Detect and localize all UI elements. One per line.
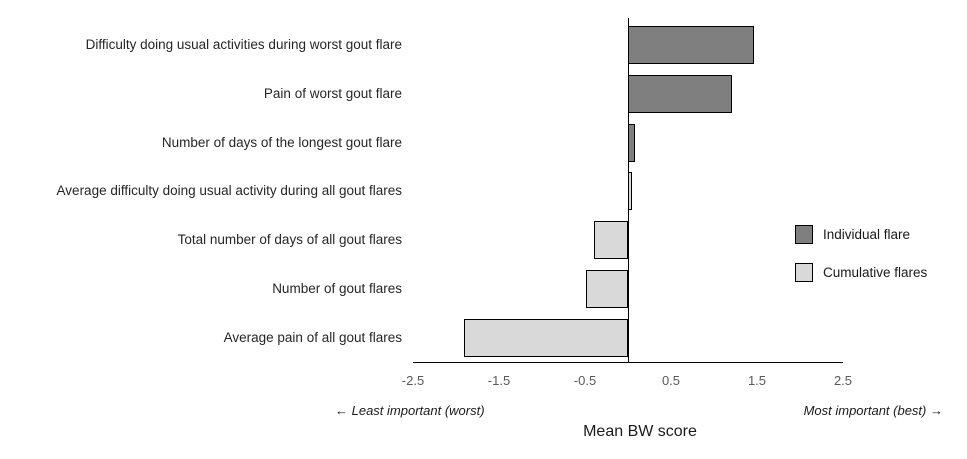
x-tick-label: 1.5 xyxy=(747,373,767,388)
x-tick-label: -0.5 xyxy=(573,373,597,388)
annotation-least-important: ← Least important (worst) xyxy=(335,403,485,418)
bar xyxy=(593,221,628,260)
bar xyxy=(628,25,754,64)
bar xyxy=(628,172,633,211)
legend-swatch xyxy=(795,263,813,282)
annotation-most-important: Most important (best) → xyxy=(803,403,943,418)
category-label: Pain of worst gout flare xyxy=(263,85,402,101)
x-tick-label: 0.5 xyxy=(661,373,681,388)
category-label: Difficulty doing usual activities during… xyxy=(85,36,402,52)
category-label: Average pain of all gout flares xyxy=(223,330,402,346)
category-label: Total number of days of all gout flares xyxy=(177,232,402,248)
category-label: Number of gout flares xyxy=(272,281,402,297)
x-tick-label: -2.5 xyxy=(401,373,425,388)
x-tick-label: 2.5 xyxy=(833,373,853,388)
bar xyxy=(585,270,628,309)
legend-item: Individual flare xyxy=(795,225,910,244)
category-label: Average difficulty doing usual activity … xyxy=(56,183,402,199)
legend-label: Individual flare xyxy=(823,227,911,242)
category-label: Number of days of the longest gout flare xyxy=(161,134,402,150)
bar xyxy=(463,319,628,358)
legend-label: Cumulative flares xyxy=(823,265,928,280)
bar xyxy=(628,123,635,162)
x-tick-label: -1.5 xyxy=(487,373,511,388)
x-axis-title: Mean BW score xyxy=(583,423,697,440)
x-axis-line xyxy=(413,362,843,364)
bar xyxy=(628,74,733,113)
legend-swatch xyxy=(795,225,813,244)
legend-item: Cumulative flares xyxy=(795,263,927,282)
